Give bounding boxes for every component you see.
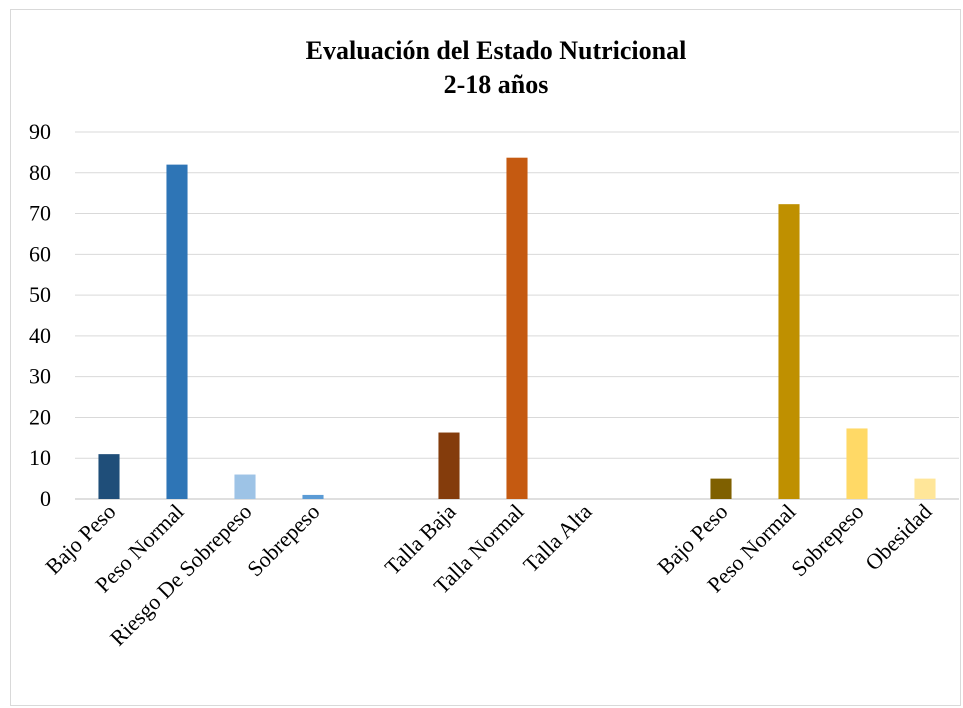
chart-subtitle: 2-18 años — [444, 70, 549, 99]
bar — [438, 432, 460, 499]
x-category-label: Obesidad — [860, 499, 936, 575]
y-axis-ticks: 0 10 20 30 40 50 60 70 80 90 — [29, 119, 51, 511]
y-tick-label: 50 — [29, 282, 51, 307]
chart-title: Evaluación del Estado Nutricional — [306, 36, 687, 65]
bar — [166, 164, 188, 499]
bar — [234, 474, 256, 499]
x-category-label: Talla Alta — [518, 499, 597, 578]
bar — [914, 478, 936, 499]
y-tick-label: 80 — [29, 160, 51, 185]
y-tick-label: 30 — [29, 364, 51, 389]
y-tick-label: 60 — [29, 241, 51, 266]
x-category-label: Sobrepeso — [242, 499, 324, 581]
bar — [98, 454, 120, 499]
chart-area: Evaluación del Estado Nutricional 2-18 a… — [10, 9, 961, 706]
bar-chart: Evaluación del Estado Nutricional 2-18 a… — [29, 36, 959, 651]
bar — [506, 157, 528, 499]
y-tick-label: 10 — [29, 445, 51, 470]
y-tick-label: 90 — [29, 119, 51, 144]
bar — [302, 494, 324, 499]
y-tick-label: 20 — [29, 404, 51, 429]
y-tick-label: 0 — [40, 486, 51, 511]
y-tick-label: 70 — [29, 201, 51, 226]
bars — [98, 157, 936, 499]
x-category-label: Sobrepeso — [786, 499, 868, 581]
bar — [710, 478, 732, 499]
bar — [846, 428, 868, 499]
y-tick-label: 40 — [29, 323, 51, 348]
bar — [778, 204, 800, 499]
